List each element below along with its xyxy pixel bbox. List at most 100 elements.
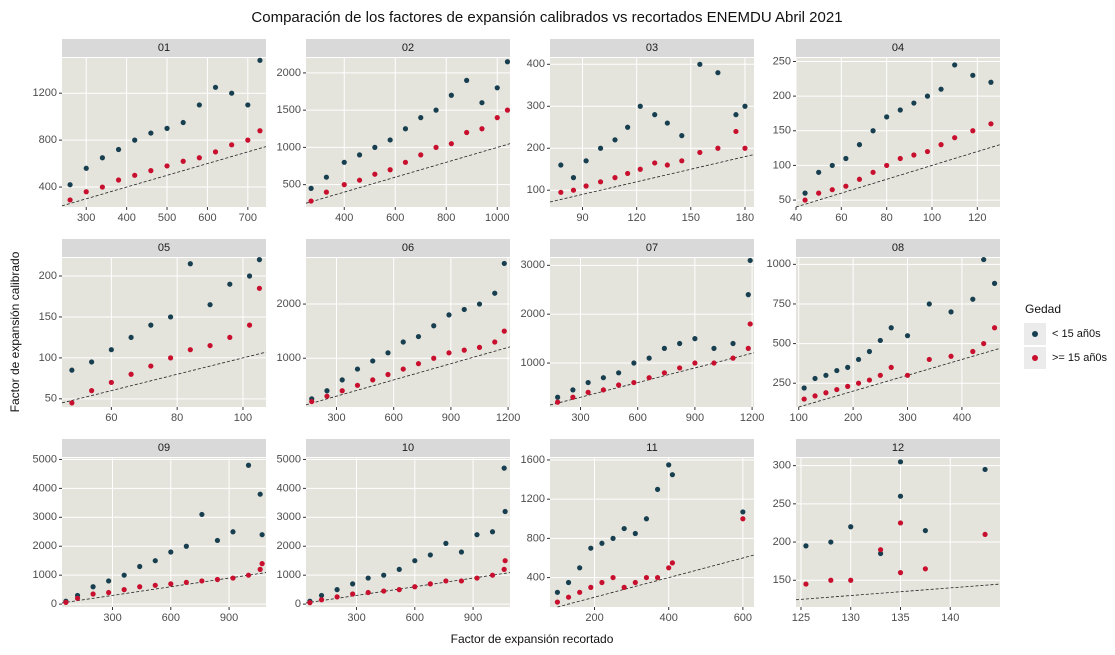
y-tick-label: 5000 [33,453,57,465]
point [427,581,433,587]
point [612,175,618,181]
point [148,130,154,136]
point [565,594,572,600]
panel-label: 08 [892,242,904,254]
point [669,472,676,478]
x-tick-label: 900 [686,412,704,424]
point [128,371,134,377]
point [256,285,263,291]
x-tick-label: 300 [347,612,365,624]
point [196,155,202,161]
point [981,256,987,263]
point [697,149,703,156]
point [848,577,854,583]
point [308,185,314,191]
point [870,169,876,175]
x-tick-label: 300 [103,612,121,624]
point [679,133,685,139]
point [365,589,371,596]
point [654,486,661,492]
point [803,543,809,549]
y-tick-label: 1000 [277,352,301,364]
point [834,367,840,374]
point [245,572,252,578]
point [877,550,884,557]
point [597,179,604,185]
point [418,115,424,121]
x-tick-label: 600 [386,212,404,224]
x-tick-label: 90 [576,212,588,224]
point [904,333,911,339]
panel-background [796,258,1000,407]
point [180,119,186,126]
point [652,160,658,166]
point [588,584,594,590]
point [324,393,330,399]
x-axis-title: Factor de expansión recortado [451,632,614,646]
x-tick-label: 200 [585,612,603,624]
point [115,177,122,183]
point [988,121,994,127]
point [970,128,976,134]
point [115,146,122,153]
y-tick-label: 3000 [521,259,545,271]
x-tick-label: 700 [239,212,257,224]
point [570,387,576,393]
x-tick-label: 800 [437,212,455,224]
point [372,144,378,150]
point [938,142,944,148]
point [823,372,829,378]
x-tick-label: 900 [220,612,238,624]
x-tick-label: 600 [406,612,424,624]
point [443,540,449,546]
point [90,584,96,590]
y-tick-label: 3000 [33,511,57,523]
point [381,588,387,594]
legend-marker [1032,355,1038,361]
point [318,597,325,603]
point [600,375,606,381]
point [339,388,345,394]
panel-label: 07 [646,242,658,254]
point [412,584,418,590]
point [948,309,954,315]
strip [62,439,266,457]
point [866,377,873,383]
point [938,86,944,92]
point [897,155,903,162]
point [492,339,498,345]
y-tick-label: 150 [39,311,57,323]
point [988,79,994,85]
x-tick-label: 300 [327,412,345,424]
point [324,388,330,394]
point [577,589,583,595]
x-tick-label: 1200 [496,412,520,424]
x-tick-label: 180 [736,212,754,224]
point [365,575,371,581]
point [489,529,496,535]
point [356,177,363,183]
point [816,169,822,175]
point [669,560,676,566]
point [652,112,658,118]
point [474,532,480,538]
point [948,353,954,359]
point [829,187,835,193]
point [230,575,236,581]
x-tick-label: 150 [682,212,700,224]
point [132,137,138,143]
y-tick-label: 5000 [277,453,301,465]
point [733,112,739,118]
point [501,260,507,267]
strip [550,439,754,457]
point [167,314,174,320]
legend-title: Gedad [1025,302,1061,316]
point [926,356,932,363]
point [356,152,363,158]
chart-title: Comparación de los factores de expansión… [251,9,842,26]
point [370,377,376,383]
point [970,296,976,302]
point [555,394,561,400]
y-tick-label: 1200 [33,87,57,99]
point [747,321,753,327]
